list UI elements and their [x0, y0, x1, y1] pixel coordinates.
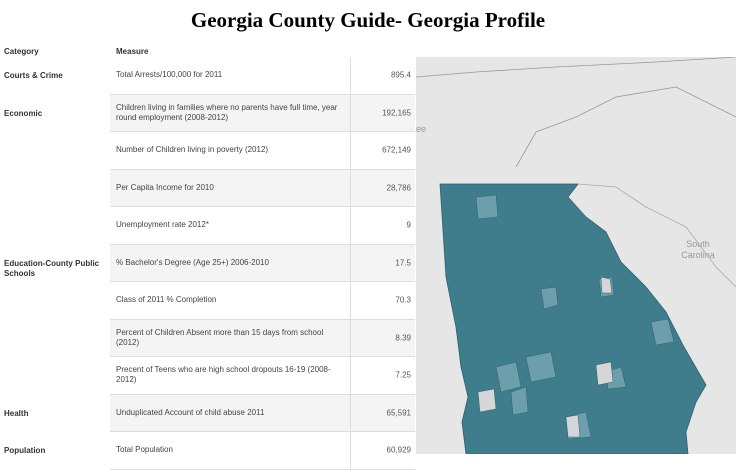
- measure: Precent of Teens who are high school dro…: [116, 365, 331, 385]
- separator: [350, 394, 351, 431]
- state-border: [515, 86, 736, 168]
- value: 8.39: [395, 333, 411, 343]
- value: 7.25: [395, 370, 411, 380]
- table-row: Unemployment rate 2012* 9: [110, 207, 415, 245]
- state-border: [416, 57, 736, 78]
- separator: [350, 169, 351, 206]
- column-header: Category: [4, 47, 39, 56]
- map-label: Carolina: [681, 250, 715, 260]
- value: 672,149: [382, 145, 411, 155]
- measure: Children living in families where no par…: [116, 102, 338, 122]
- category: Economic: [4, 108, 43, 118]
- separator: [350, 282, 351, 319]
- column-header: Measure: [116, 47, 149, 56]
- value: 895.4: [390, 70, 411, 80]
- page: Georgia County Guide- Georgia Profile Ca…: [4, 8, 736, 470]
- separator: [350, 432, 351, 469]
- value: 28,786: [386, 183, 411, 193]
- measure: Total Population: [116, 445, 173, 455]
- separator: [350, 207, 351, 244]
- separator: [350, 244, 351, 281]
- table-row: Unduplicated Account of child abuse 2011…: [110, 394, 415, 432]
- measure: Number of Children living in poverty (20…: [116, 145, 269, 155]
- separator: [350, 132, 351, 169]
- separator: [350, 319, 351, 356]
- separator: [350, 94, 351, 131]
- table-row: Per Capita Income for 2010 28,786: [110, 169, 415, 207]
- measure: Total Arrests/100,000 for 2011: [116, 70, 223, 80]
- value: 9: [406, 220, 411, 230]
- separator: [350, 57, 351, 94]
- category: Population: [4, 446, 46, 455]
- category: Education-County Public Schools: [4, 258, 100, 278]
- state-border: [577, 183, 736, 288]
- title: Georgia County Guide- Georgia Profile: [190, 8, 546, 32]
- value: 17.5: [395, 258, 411, 268]
- measure: Class of 2011 % Completion: [116, 295, 217, 305]
- map-label: South: [686, 239, 710, 249]
- table-row: Precent of Teens who are high school dro…: [110, 357, 415, 395]
- map: ee South Carolina: [416, 57, 736, 454]
- table-row: Total Population 60,929: [110, 432, 415, 470]
- category: Health: [4, 408, 29, 418]
- measure: % Bachelor's Degree (Age 25+) 2006-2010: [116, 257, 269, 267]
- table-row: Children living in families where no par…: [110, 94, 415, 132]
- measure: Per Capita Income for 2010: [116, 182, 214, 192]
- value: 192,165: [382, 108, 411, 118]
- value: 60,929: [386, 445, 411, 455]
- category: Courts & Crime: [4, 71, 63, 80]
- table-row: % Bachelor's Degree (Age 25+) 2006-2010 1…: [110, 244, 415, 282]
- measure: Unemployment rate 2012*: [116, 220, 209, 230]
- table-row: Number of Children living in poverty (20…: [110, 132, 415, 170]
- value: 65,591: [386, 408, 411, 418]
- separator: [350, 357, 351, 394]
- measure: Unduplicated Account of child abuse 2011: [116, 407, 265, 417]
- table-row: Class of 2011 % Completion 70.3: [110, 282, 415, 320]
- value: 70.3: [395, 295, 411, 305]
- measure: Percent of Children Absent more than 15 …: [116, 327, 324, 347]
- counties: [475, 194, 675, 440]
- table-row: Percent of Children Absent more than 15 …: [110, 319, 415, 357]
- table-row: Total Arrests/100,000 for 2011 895.4: [110, 57, 415, 95]
- counties-low: [477, 276, 614, 438]
- map-label: ee: [416, 124, 426, 134]
